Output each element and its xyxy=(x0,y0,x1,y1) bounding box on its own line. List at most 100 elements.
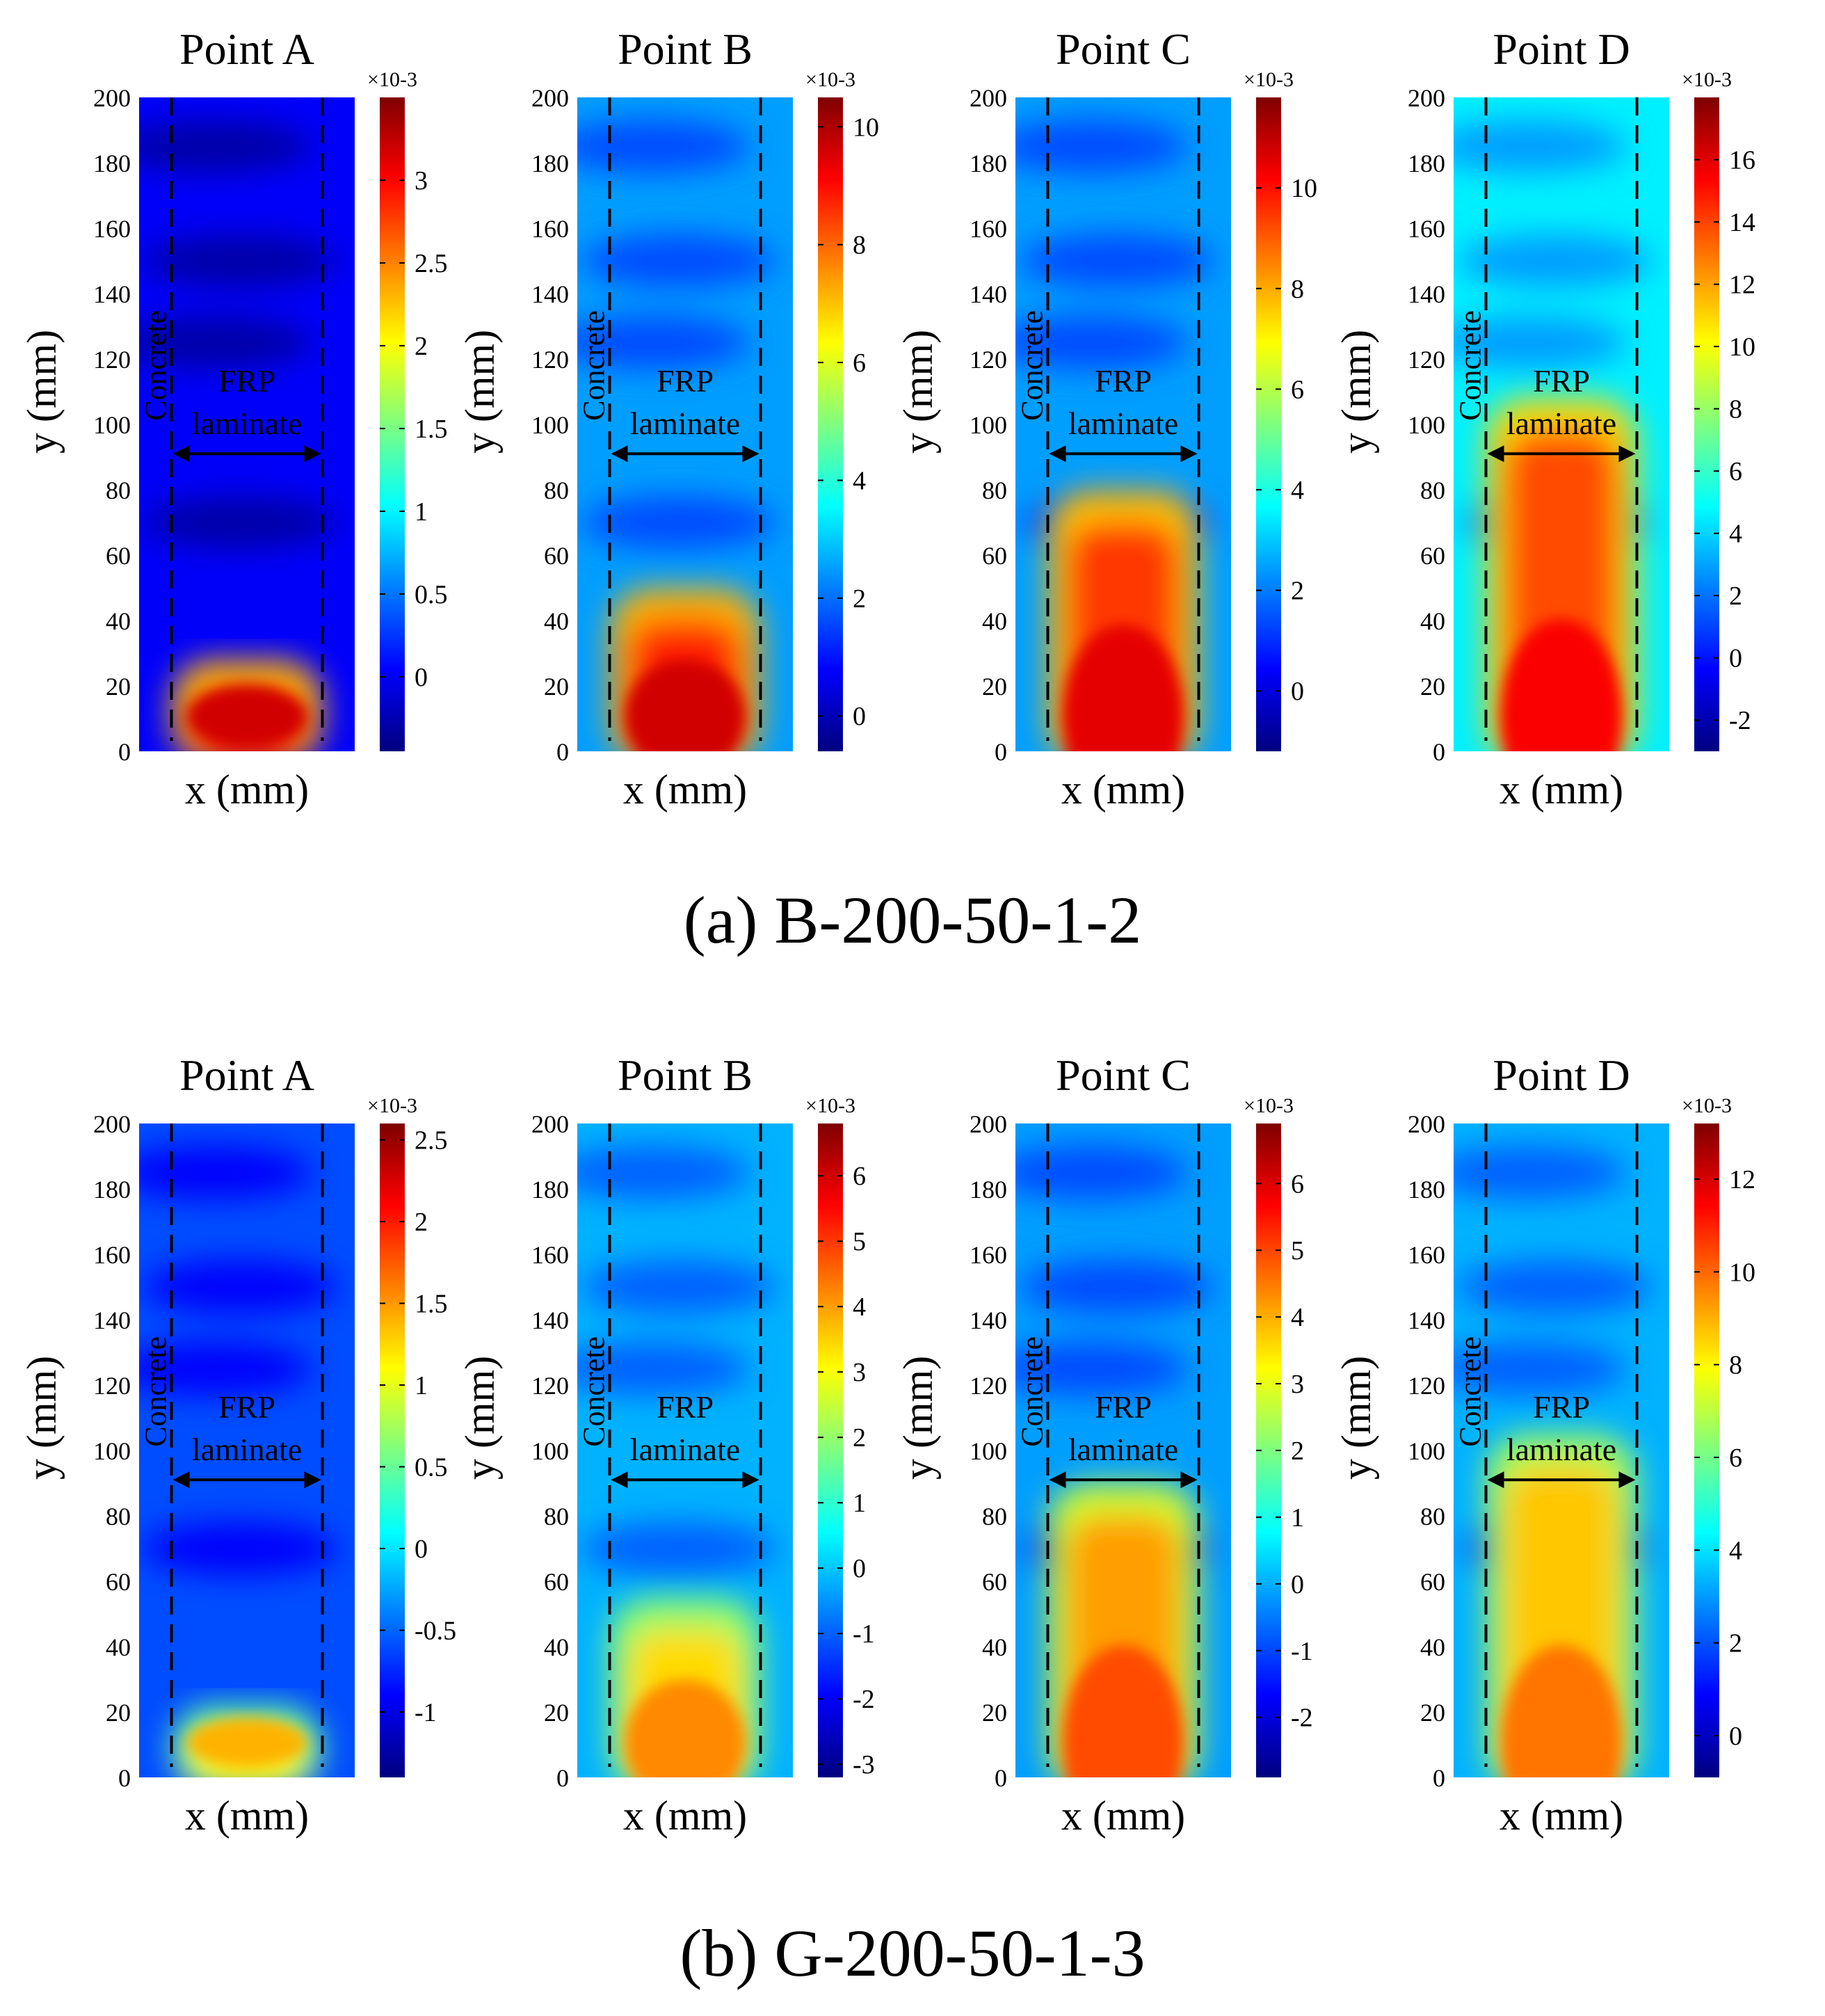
low-strain-band xyxy=(143,234,338,287)
colorbar: -1 -0.5 0 0.5 1 1.5 2 2.5 ×10-3 xyxy=(367,1094,456,1777)
concrete-label: Concrete xyxy=(1454,1336,1488,1447)
y-tick-label: 20 xyxy=(1420,673,1445,701)
arrow-head-left xyxy=(1049,1471,1066,1489)
y-tick-label: 180 xyxy=(531,150,569,177)
y-tick-label: 80 xyxy=(544,477,569,504)
arrow-head-right xyxy=(742,445,759,463)
strain-core xyxy=(625,1679,746,1777)
arrow-head-left xyxy=(1049,445,1066,463)
y-tick-label: 100 xyxy=(970,411,1007,439)
strain-core xyxy=(1501,619,1622,751)
colorbar-tick-label: 2 xyxy=(1291,1437,1304,1466)
y-tick-label: 140 xyxy=(970,1306,1007,1334)
strain-peak xyxy=(1063,1645,1184,1777)
y-tick-label: 100 xyxy=(970,1437,1007,1465)
laminate-label: laminate xyxy=(1068,406,1178,441)
colorbar-tick-label: 3 xyxy=(1291,1370,1304,1399)
low-strain-band xyxy=(143,496,338,549)
low-strain-band xyxy=(143,1522,338,1575)
frp-label: FRP xyxy=(1533,363,1590,399)
y-axis-label: y (mm) xyxy=(457,330,503,454)
y-tick-label: 40 xyxy=(544,1633,569,1661)
y-tick-label: 20 xyxy=(106,1699,131,1727)
y-tick-label: 40 xyxy=(106,1633,131,1661)
y-tick-label: 160 xyxy=(1408,1241,1445,1269)
colorbar-tick-label: 6 xyxy=(1291,1169,1304,1199)
colorbar-tick-label: 4 xyxy=(1729,520,1742,549)
concrete-label: Concrete xyxy=(1454,310,1488,421)
y-tick-label: 180 xyxy=(1408,1176,1445,1203)
low-strain-band xyxy=(1015,1146,1188,1199)
y-tick-label: 120 xyxy=(1408,346,1445,374)
colorbar-gradient xyxy=(1256,97,1281,751)
y-tick-label: 100 xyxy=(93,1437,131,1465)
y-tick-label: 100 xyxy=(1408,411,1445,439)
y-tick-label: 20 xyxy=(544,673,569,701)
colorbar: -2 -1 0 1 2 3 4 5 6 ×10-3 xyxy=(1244,1094,1313,1777)
strain-peak xyxy=(186,684,307,749)
y-tick-label: 140 xyxy=(1408,1306,1445,1334)
colorbar-tick-label: 4 xyxy=(853,466,866,495)
arrow-head-right xyxy=(1180,445,1198,463)
low-strain-band xyxy=(581,496,776,549)
x-axis-label: x (mm) xyxy=(1500,1793,1623,1839)
concrete-label: Concrete xyxy=(139,1336,173,1447)
concrete-label: Concrete xyxy=(1015,310,1050,421)
low-strain-band xyxy=(581,1261,776,1313)
y-tick-label: 200 xyxy=(970,84,1007,112)
colorbar-tick-label: 8 xyxy=(1729,1351,1742,1380)
y-tick-label: 120 xyxy=(93,346,131,374)
laminate-label: laminate xyxy=(192,1432,302,1467)
y-tick-label: 80 xyxy=(1420,477,1445,504)
x-axis-label: x (mm) xyxy=(1061,1793,1185,1839)
colorbar-tick-label: -2 xyxy=(853,1685,875,1714)
y-tick-label: 0 xyxy=(995,1764,1007,1792)
y-tick-label: 0 xyxy=(1433,1764,1445,1792)
low-strain-band xyxy=(577,120,750,173)
colorbar: 0 0.5 1 1.5 2 2.5 3 ×10-3 xyxy=(367,68,448,751)
colorbar-tick-label: 1.5 xyxy=(415,415,448,444)
strain-peak xyxy=(625,659,746,751)
colorbar-tick-label: 2 xyxy=(415,332,428,361)
y-tick-label: 100 xyxy=(531,411,569,439)
concrete-label: Concrete xyxy=(577,1336,611,1447)
y-tick-label: 160 xyxy=(970,215,1007,243)
colorbar-tick-label: 4 xyxy=(1291,476,1304,505)
strain-peak xyxy=(186,1717,307,1768)
strain-field xyxy=(1015,1123,1231,1777)
strain-field xyxy=(577,1123,793,1777)
colorbar-tick-label: 2 xyxy=(1729,1629,1742,1658)
y-tick-label: 160 xyxy=(93,1241,131,1269)
low-strain-band xyxy=(143,1261,338,1313)
colorbar-tick-label: 10 xyxy=(1729,333,1755,362)
y-tick-label: 160 xyxy=(531,215,569,243)
panel-title: Point D xyxy=(1493,24,1630,74)
y-tick-label: 80 xyxy=(544,1503,569,1530)
y-tick-label: 60 xyxy=(1420,542,1445,570)
colorbar-tick-label: 6 xyxy=(853,1162,866,1191)
colorbar-tick-label: 8 xyxy=(1729,395,1742,424)
colorbar-tick-label: -0.5 xyxy=(415,1617,456,1646)
y-tick-label: 200 xyxy=(1408,1110,1445,1138)
low-strain-band xyxy=(1015,316,1188,369)
strain-bands xyxy=(577,120,776,549)
colorbar-tick-label: 0 xyxy=(1291,1570,1304,1599)
y-tick-label: 60 xyxy=(106,1568,131,1596)
strain-core xyxy=(1063,1645,1184,1777)
colorbar-exponent: ×10-3 xyxy=(367,68,417,91)
y-tick-label: 60 xyxy=(544,542,569,570)
y-tick-label: 20 xyxy=(544,1699,569,1727)
low-strain-band xyxy=(581,234,776,287)
colorbar-tick-label: 0 xyxy=(1729,644,1742,673)
colorbar-tick-label: 4 xyxy=(853,1293,866,1322)
y-tick-label: 160 xyxy=(970,1241,1007,1269)
y-axis-label: y (mm) xyxy=(895,330,941,454)
colorbar-gradient xyxy=(818,97,843,751)
colorbar-tick-label: -1 xyxy=(853,1619,875,1649)
colorbar-tick-label: 6 xyxy=(853,349,866,378)
